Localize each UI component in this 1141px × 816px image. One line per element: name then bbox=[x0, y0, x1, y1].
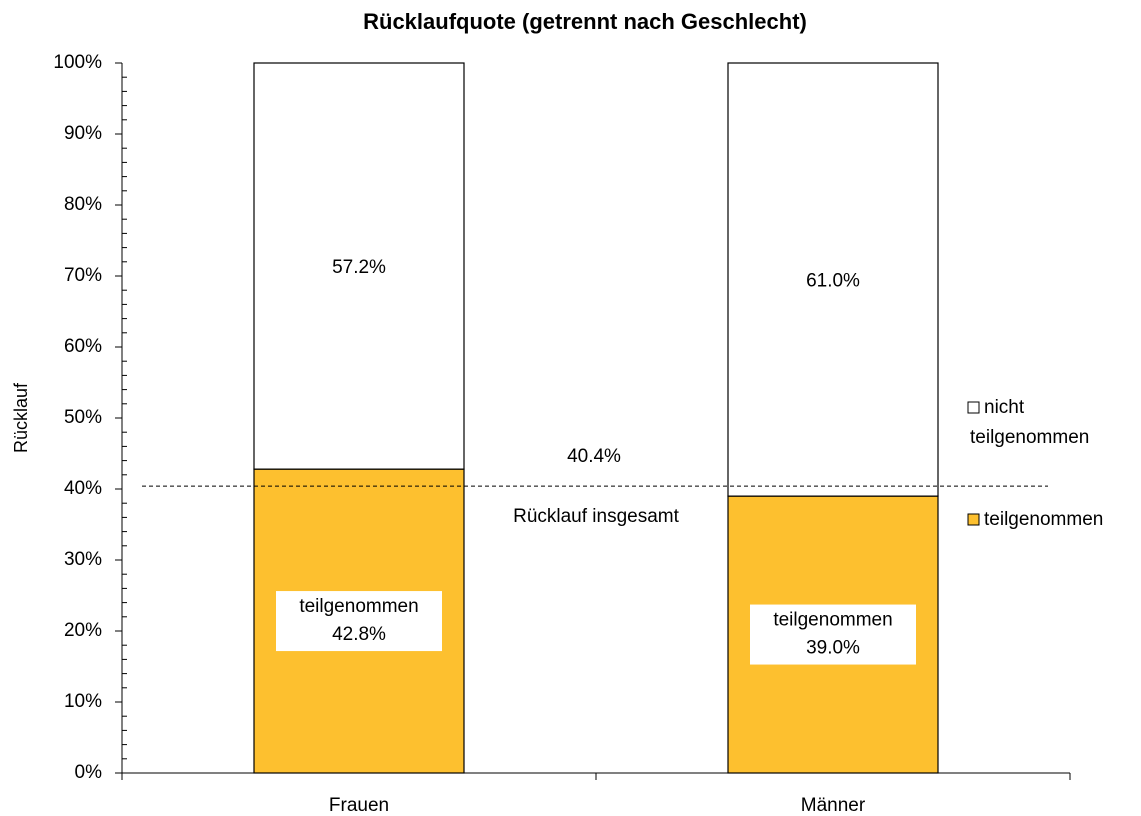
legend-label: teilgenommen bbox=[984, 509, 1103, 530]
y-tick-label: 80% bbox=[64, 194, 102, 215]
y-tick-label: 20% bbox=[64, 620, 102, 641]
y-tick-label: 0% bbox=[75, 762, 103, 783]
legend-label: nicht teilgenommen bbox=[970, 397, 1089, 448]
data-label: 39.0% bbox=[806, 638, 860, 659]
legend-swatch bbox=[967, 401, 980, 414]
y-tick-label: 90% bbox=[64, 123, 102, 144]
y-tick-label: 70% bbox=[64, 265, 102, 286]
y-tick-label: 50% bbox=[64, 407, 102, 428]
legend-swatch bbox=[967, 513, 980, 526]
y-axis-label: Rücklauf bbox=[11, 382, 31, 453]
data-label-name: teilgenommen bbox=[773, 610, 892, 631]
y-tick-label: 30% bbox=[64, 549, 102, 570]
data-label: 61.0% bbox=[806, 271, 860, 292]
bar-segment bbox=[253, 62, 465, 470]
data-label-name: teilgenommen bbox=[299, 596, 418, 617]
data-label: 57.2% bbox=[332, 257, 386, 278]
y-tick-label: 40% bbox=[64, 478, 102, 499]
label-box bbox=[750, 604, 916, 665]
y-tick-label: 60% bbox=[64, 336, 102, 357]
reference-text: Rücklauf insgesamt bbox=[513, 506, 680, 527]
data-label: 42.8% bbox=[332, 624, 386, 645]
chart-title: Rücklaufquote (getrennt nach Geschlecht) bbox=[363, 9, 807, 34]
y-tick-label: 10% bbox=[64, 691, 102, 712]
bar-segment bbox=[727, 62, 939, 497]
y-tick-label: 100% bbox=[53, 52, 102, 73]
label-box bbox=[276, 591, 442, 652]
reference-label: 40.4% bbox=[567, 446, 621, 467]
x-tick-label: Frauen bbox=[329, 795, 389, 816]
x-tick-label: Männer bbox=[801, 795, 866, 816]
